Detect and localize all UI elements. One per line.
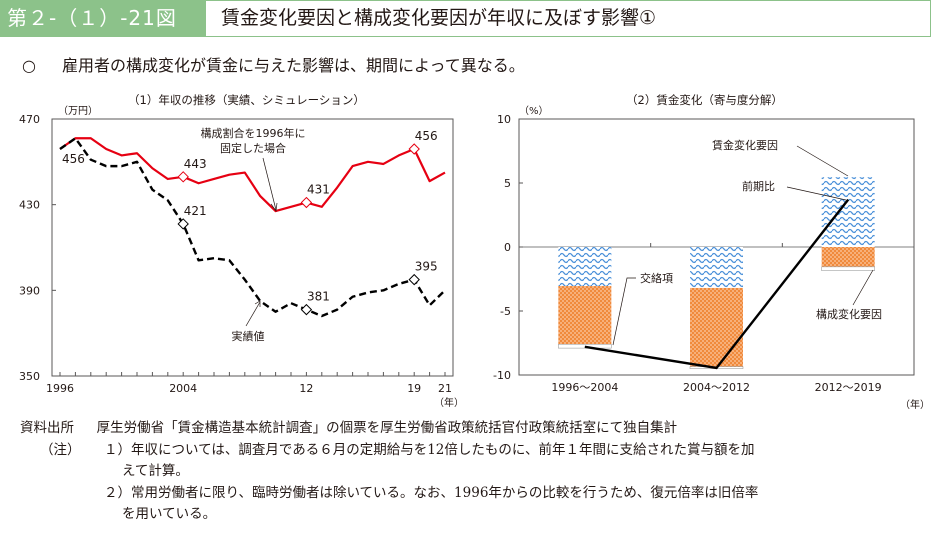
note-1-number: １）: [104, 442, 131, 458]
annual-income-line-chart: 350 390 430 470 1996 2004 12 19 21 443 431 456 421 3…: [19, 105, 464, 409]
left-y-tick-label: 470: [19, 113, 40, 126]
data-point-marker: [177, 218, 189, 230]
annotation-yoy-arrow: [786, 186, 847, 201]
bar-segment-wage-factor: [690, 247, 743, 288]
bar-segment-wage-factor: [821, 177, 875, 247]
left-x-tick-label: 1996: [46, 382, 74, 395]
right-x-tick-label: 2004～2012: [683, 381, 750, 394]
annotation-wage-arrow: [796, 145, 849, 177]
left-x-tick-label: 2004: [169, 382, 197, 395]
bar-segment-interaction-term: [558, 343, 612, 349]
summary-text: 雇用者の構成変化が賃金に与えた影響は、期間によって異なる。: [62, 56, 525, 75]
annotation-wage-factor: 賃金変化要因: [712, 138, 778, 152]
annotation-actual-arrow: [245, 301, 261, 327]
annotation-composition-arrow: [852, 269, 874, 306]
left-plot-frame: [51, 118, 454, 377]
annotation-fixed-line2: 固定した場合: [220, 141, 286, 155]
data-point-marker: [300, 303, 313, 316]
right-x-tick-label: 1996～2004: [551, 381, 618, 394]
data-point-label: 395: [415, 260, 438, 274]
bar-segment-composition-factor: [558, 286, 612, 345]
data-point-label: 456: [415, 129, 438, 143]
circle-bullet-icon: ○: [22, 56, 36, 75]
right-x-unit: （年）: [900, 398, 930, 411]
bar-segment-composition-factor: [690, 287, 743, 367]
left-x-unit: （年）: [434, 396, 464, 409]
left-chart-title: （1）年収の推移（実績、シミュレーション）: [128, 93, 365, 107]
bar-segment-interaction-term: [821, 266, 875, 271]
figure-title: 賃金変化要因と構成変化要因が年収に及ぼす影響①: [221, 7, 657, 29]
right-y-unit: （%）: [519, 105, 549, 117]
left-x-tick-label: 12: [299, 382, 313, 395]
right-y-tick-label: -10: [493, 369, 511, 382]
note-1-line-1: 年収については、調査月である６月の定期給与を12倍したものに、前年１年間に支給さ…: [131, 442, 755, 458]
start-value-label: 456: [62, 152, 85, 166]
data-point-marker: [408, 273, 420, 286]
annotation-interaction-arrow: [612, 277, 636, 346]
note-1-line-2: えて計算。: [122, 463, 189, 479]
right-y-tick-label: 5: [504, 177, 511, 190]
note-2-line-1: 常用労働者に限り、臨時労働者は除いている。なお、1996年からの比較を行うため、…: [131, 485, 759, 501]
figure-number: 第２-（１）-21図: [1, 1, 206, 36]
right-x-tick-label: 2012～2019: [815, 381, 882, 394]
wage-change-bar-chart: -10 -5 0 5 10 1996～2004 2004～2012 2012～2019 （%）…: [493, 105, 930, 411]
data-point-marker: [177, 171, 189, 183]
data-point-marker: [300, 196, 313, 209]
annotation-fixed-line1: 構成割合を1996年に: [201, 126, 306, 140]
right-y-tick-label: 0: [504, 241, 511, 254]
annotation-interaction: 交絡項: [640, 271, 673, 285]
actual-value-line: [59, 137, 446, 318]
fixed-composition-line: [59, 137, 446, 213]
data-point-label: 443: [184, 157, 207, 171]
left-y-unit: （万円）: [58, 105, 98, 117]
left-y-tick-label: 390: [19, 284, 40, 297]
left-x-tick-label: 19: [407, 382, 421, 395]
annotation-yoy: 前期比: [742, 179, 775, 193]
summary: ○ 雇用者の構成変化が賃金に与えた影響は、期間によって異なる。: [22, 52, 525, 76]
figure-header: 第２-（１）-21図 賃金変化要因と構成変化要因が年収に及ぼす影響①: [0, 0, 931, 37]
bar-segment-composition-factor: [821, 247, 875, 267]
left-x-tick-label: 21: [438, 382, 452, 395]
data-point-label: 421: [184, 204, 207, 218]
annotation-fixed-arrowhead: [270, 202, 278, 212]
right-chart-title: （2）賃金変化（寄与度分解）: [626, 93, 783, 107]
right-y-tick-label: 10: [497, 113, 511, 126]
left-y-tick-label: 430: [19, 199, 40, 212]
annotation-fixed-arrow: [262, 157, 277, 211]
data-point-label: 431: [307, 183, 330, 197]
right-y-tick-label: -5: [500, 305, 511, 318]
annotation-actual: 実績値: [232, 329, 265, 343]
data-point-marker: [408, 143, 420, 155]
note-2-number: ２）: [104, 485, 131, 501]
source-label: 資料出所: [20, 420, 74, 436]
source-text: 厚生労働省「賃金構造基本統計調査」の個票を厚生労働省政策統括官付政策統括室にて独…: [96, 420, 678, 436]
note-2-line-2: を用いている。: [122, 506, 217, 522]
annotation-composition: 構成変化要因: [816, 307, 882, 321]
annotation-actual-arrowhead: [254, 300, 261, 307]
note-label: （注）: [40, 442, 81, 458]
data-point-label: 381: [307, 290, 330, 304]
bar-segment-wage-factor: [558, 247, 612, 287]
left-y-tick-label: 350: [19, 370, 40, 383]
